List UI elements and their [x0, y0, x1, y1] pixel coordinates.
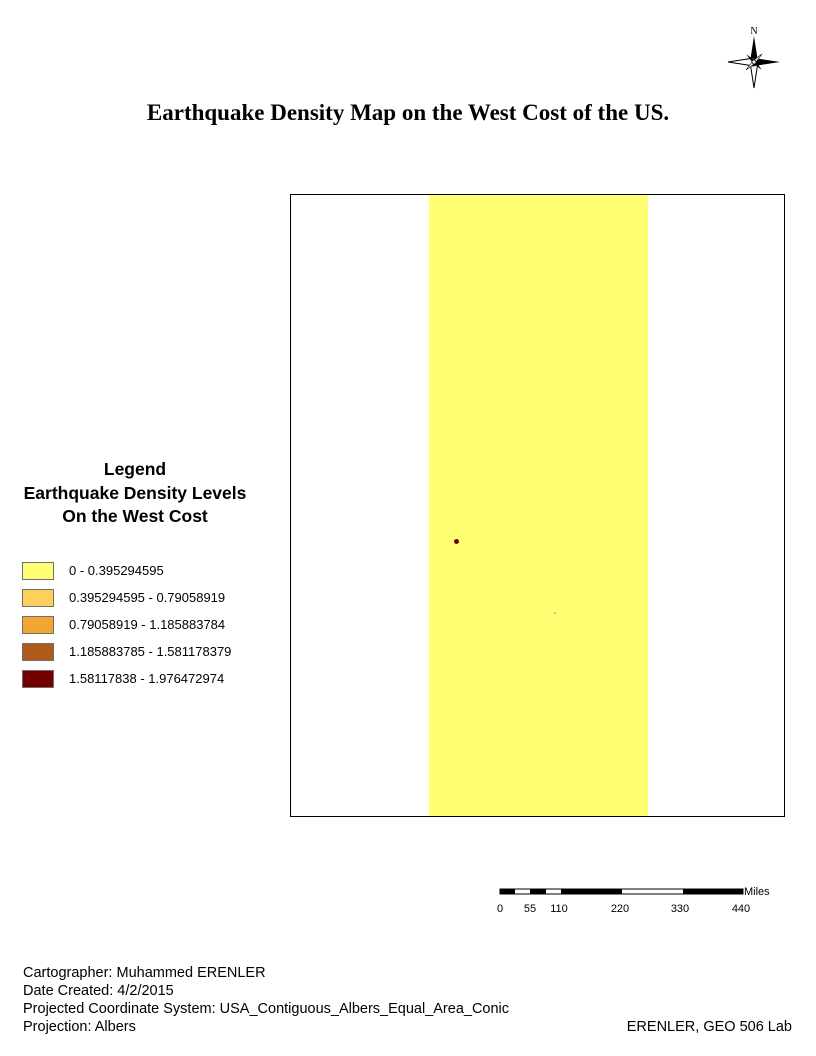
north-arrow-icon: N [727, 26, 780, 89]
map-frame[interactable] [290, 194, 785, 817]
legend-label: 1.185883785 - 1.581178379 [69, 644, 232, 659]
legend-subtitle-line1: Earthquake Density Levels [23, 482, 247, 503]
legend-swatch [22, 643, 54, 661]
legend-label: 1.58117838 - 1.976472974 [69, 671, 225, 686]
legend: Legend Earthquake Density Levels On the … [20, 458, 290, 688]
hotspot-high-density [454, 539, 459, 544]
scale-unit: Miles [744, 886, 770, 898]
legend-label: 0 - 0.395294595 [69, 563, 164, 578]
scale-tick-label: 440 [732, 903, 750, 915]
legend-subtitle-line2: On the West Cost [62, 506, 208, 526]
legend-label: 0.395294595 - 0.79058919 [69, 590, 226, 605]
density-raster [429, 195, 648, 816]
scale-tick-label: 220 [611, 903, 629, 915]
credit-text: ERENLER, GEO 506 Lab [626, 1019, 792, 1035]
scale-bar: Miles 0 55 110 220 330 440 [497, 886, 770, 915]
scale-tick-label: 55 [524, 903, 536, 915]
north-label: N [750, 26, 757, 37]
legend-swatch [22, 670, 54, 688]
legend-label: 0.79058919 - 1.185883784 [69, 617, 226, 632]
scale-tick-label: 110 [550, 903, 568, 915]
legend-swatch [22, 616, 54, 634]
cartographer-text: Cartographer: Muhammed ERENLER [23, 965, 266, 981]
hotspot-low-density [554, 612, 556, 614]
legend-swatch [22, 589, 54, 607]
scale-tick-label: 0 [497, 903, 503, 915]
scale-bar-graphic [499, 888, 744, 895]
coordinate-system-text: Projected Coordinate System: USA_Contigu… [23, 1001, 510, 1017]
legend-title: Legend [103, 459, 167, 479]
projection-text: Projection: Albers [23, 1019, 136, 1035]
date-text: Date Created: 4/2/2015 [23, 983, 174, 999]
scale-tick-label: 330 [671, 903, 689, 915]
map-info: Cartographer: Muhammed ERENLER Date Crea… [23, 964, 509, 1036]
legend-swatch [22, 562, 54, 580]
map-title: Earthquake Density Map on the West Cost … [146, 100, 670, 125]
